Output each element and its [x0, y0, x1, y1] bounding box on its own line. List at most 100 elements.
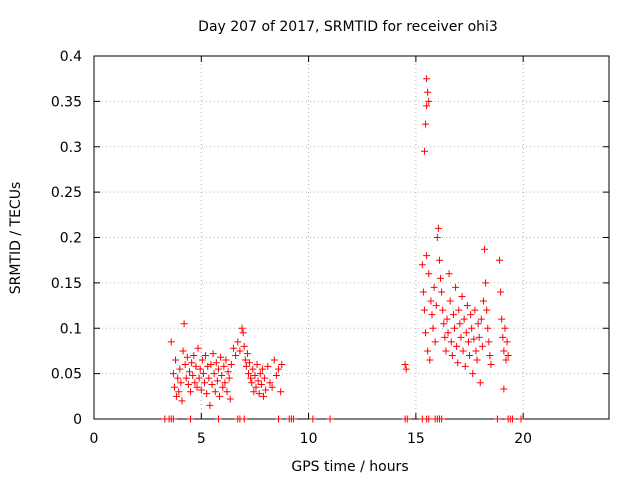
data-point	[473, 356, 481, 364]
data-point	[475, 333, 483, 341]
data-point	[402, 365, 410, 373]
data-point	[446, 297, 454, 305]
data-point	[487, 361, 495, 369]
data-point	[169, 370, 177, 378]
data-point	[423, 102, 431, 110]
data-point	[485, 338, 493, 346]
data-point	[326, 415, 334, 423]
data-point	[181, 361, 189, 369]
data-point	[426, 356, 434, 364]
data-point	[459, 347, 467, 355]
data-point	[240, 415, 248, 423]
data-point	[213, 377, 221, 385]
data-point	[499, 333, 507, 341]
data-point	[486, 351, 494, 359]
data-point	[262, 386, 270, 394]
data-point	[452, 283, 460, 291]
data-point	[447, 338, 455, 346]
data-point	[187, 415, 195, 423]
data-point	[190, 351, 198, 359]
data-point	[468, 324, 476, 332]
data-point	[435, 256, 443, 264]
data-point	[214, 415, 222, 423]
data-point	[461, 362, 469, 370]
data-point	[251, 371, 259, 379]
data-point	[221, 379, 229, 387]
data-point	[502, 356, 510, 364]
data-point	[503, 338, 511, 346]
data-point	[419, 288, 427, 296]
data-point	[189, 371, 197, 379]
data-point	[423, 75, 431, 83]
data-point	[255, 390, 263, 398]
data-point	[455, 306, 463, 314]
data-point	[196, 365, 204, 373]
data-point	[179, 347, 187, 355]
data-point	[463, 302, 471, 310]
data-point	[183, 353, 191, 361]
data-point	[202, 351, 210, 359]
data-point	[481, 245, 489, 253]
data-point	[217, 353, 225, 361]
data-point	[270, 356, 278, 364]
data-point	[254, 377, 262, 385]
data-point	[401, 361, 409, 369]
x-tick-label: 15	[407, 431, 425, 447]
data-point	[203, 390, 211, 398]
data-point	[195, 374, 203, 382]
data-point	[187, 388, 195, 396]
data-point	[501, 324, 509, 332]
y-tick-label: 0.1	[60, 321, 82, 337]
data-point	[425, 270, 433, 278]
data-point	[218, 371, 226, 379]
axis-ticks: 0 0.05 0.1 0.15 0.2 0.25 0.3 0.35 0.4 0 5 10 15 20	[51, 49, 609, 447]
data-point	[268, 383, 276, 391]
data-point	[226, 395, 234, 403]
data-point	[222, 356, 230, 364]
data-point	[257, 381, 265, 389]
data-point	[167, 338, 175, 346]
y-tick-label: 0.05	[51, 367, 82, 383]
data-point	[500, 385, 508, 393]
y-tick-label: 0.4	[60, 49, 82, 65]
data-point	[224, 368, 232, 376]
data-point	[258, 365, 266, 373]
data-point	[205, 374, 213, 382]
data-point	[464, 338, 472, 346]
data-point	[430, 283, 438, 291]
data-point	[191, 379, 199, 387]
data-point	[477, 315, 485, 323]
data-point	[261, 374, 269, 382]
data-point	[272, 371, 280, 379]
data-point	[444, 329, 452, 337]
data-point	[428, 311, 436, 319]
data-point	[201, 379, 209, 387]
data-point	[227, 361, 235, 369]
data-point	[223, 388, 231, 396]
data-point	[243, 350, 251, 358]
data-point	[225, 374, 233, 382]
data-point	[275, 365, 283, 373]
data-point	[471, 306, 479, 314]
data-point	[470, 335, 478, 343]
y-tick-label: 0.35	[51, 94, 82, 110]
data-point	[204, 362, 212, 370]
data-point	[211, 388, 219, 396]
data-point	[253, 361, 261, 369]
x-tick-label: 20	[514, 431, 532, 447]
x-tick-label: 0	[90, 431, 99, 447]
data-point	[182, 374, 190, 382]
data-point	[472, 347, 480, 355]
data-point	[170, 383, 178, 391]
data-point	[437, 274, 445, 282]
data-point	[309, 415, 317, 423]
data-point	[425, 415, 433, 423]
data-point	[234, 338, 242, 346]
data-point	[197, 386, 205, 394]
grid-lines	[94, 56, 609, 419]
data-point	[192, 362, 200, 370]
data-point	[434, 224, 442, 232]
data-point	[266, 379, 274, 387]
data-point	[498, 315, 506, 323]
